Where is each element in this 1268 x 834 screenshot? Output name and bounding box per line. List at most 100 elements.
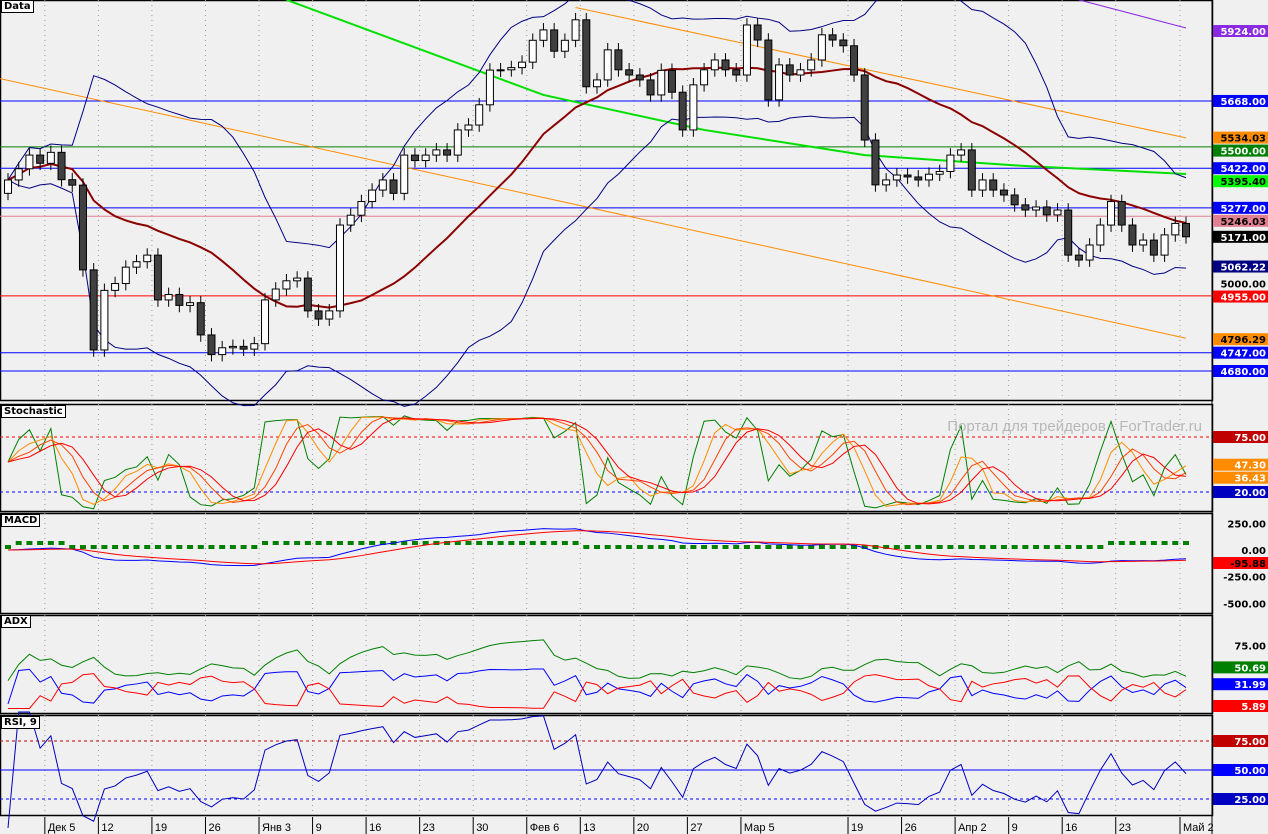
macd-histogram-bar <box>1140 541 1147 545</box>
candle-body <box>860 74 869 141</box>
macd-histogram-bar <box>1033 545 1040 549</box>
macd-histogram-bar <box>540 541 547 545</box>
candle-body <box>89 269 98 351</box>
price-label-bg <box>1213 230 1268 243</box>
candle-body <box>807 59 816 71</box>
candle-body <box>946 154 955 172</box>
candle-body <box>325 310 334 320</box>
price-label: 5395.40 <box>1220 177 1266 188</box>
candle-body <box>796 69 805 76</box>
panel-stoch <box>0 403 1214 513</box>
candle-body <box>228 345 237 349</box>
macd-value: -95.88 <box>1230 559 1266 570</box>
candle-body <box>582 19 591 88</box>
macd-histogram-bar <box>379 541 386 545</box>
macd-histogram-bar <box>979 545 986 549</box>
macd-histogram-bar <box>690 545 697 549</box>
macd-histogram-bar <box>1172 541 1179 545</box>
adx-value-bg <box>1213 700 1268 712</box>
macd-histogram-bar <box>454 541 461 545</box>
x-tick-label: Мар 5 <box>744 822 775 834</box>
x-tick-label: 19 <box>851 822 863 834</box>
price-label-bg <box>1213 175 1268 188</box>
candle-body <box>914 176 923 181</box>
minus-di-line <box>8 673 1187 709</box>
x-tick-label: 23 <box>1119 822 1131 834</box>
panel-label-macd: MACD <box>1 514 41 527</box>
candle-body <box>218 347 227 356</box>
macd-histogram-bar <box>476 541 483 545</box>
rsi-value: 75.00 <box>1234 737 1266 748</box>
price-label-bg <box>1213 333 1268 346</box>
macd-histogram-bar <box>990 545 997 549</box>
candle-body <box>1160 234 1169 256</box>
candle-body <box>453 129 462 156</box>
macd-histogram-bar <box>465 541 472 545</box>
macd-histogram-bar <box>765 545 772 549</box>
macd-histogram-bar <box>401 541 408 545</box>
macd-histogram-bar <box>701 545 708 549</box>
candle-body <box>335 224 344 312</box>
macd-histogram-bar <box>208 545 215 549</box>
price-label-bg <box>1213 290 1268 303</box>
macd-histogram-bar <box>283 541 290 545</box>
macd-histogram-bar <box>1118 541 1125 545</box>
candle-body <box>989 179 998 191</box>
rsi-value: 25.00 <box>1234 795 1266 806</box>
macd-histogram-bar <box>197 545 204 549</box>
candle-body <box>68 179 77 186</box>
trendline <box>0 78 1187 339</box>
adx-value-bg <box>1213 678 1268 691</box>
bollinger-lower <box>7 115 1187 407</box>
macd-histogram-bar <box>861 545 868 549</box>
macd-histogram-bar <box>958 545 965 549</box>
macd-histogram-bar <box>594 545 600 549</box>
candle-body <box>1085 244 1094 261</box>
candle-body <box>871 139 880 186</box>
candle-body <box>550 29 559 52</box>
candle-body <box>100 289 109 351</box>
candle-body <box>1074 254 1083 261</box>
macd-histogram-bar <box>294 541 301 545</box>
candle-body <box>293 277 302 282</box>
candle-body <box>271 288 280 301</box>
candle-body <box>903 174 912 178</box>
rsi-line <box>7 711 1187 829</box>
macd-histogram-bar <box>26 541 33 545</box>
macd-histogram-bar <box>240 545 247 549</box>
macd-histogram-bar <box>551 541 558 545</box>
candle-body <box>1128 224 1137 246</box>
candle-body <box>1096 224 1105 246</box>
macd-histogram-bar <box>1011 545 1018 549</box>
adx-value: 5.89 <box>1241 702 1266 713</box>
trendline <box>1078 0 1187 29</box>
bollinger-upper <box>7 0 1187 249</box>
macd-histogram-bar <box>1097 545 1104 549</box>
candle-body <box>935 170 944 175</box>
candle-body <box>957 149 966 156</box>
macd-histogram-bar <box>583 545 590 549</box>
x-tick-label: 26 <box>905 822 917 834</box>
stoch-slow-line <box>7 417 1187 505</box>
macd-histogram-bar <box>561 541 568 545</box>
macd-histogram-bar <box>336 541 343 545</box>
candle-body <box>1010 194 1019 206</box>
macd-histogram-bar <box>422 541 429 545</box>
macd-signal-line <box>7 530 1187 565</box>
macd-axis-tick: 250.00 <box>1227 519 1266 530</box>
watermark: Портал для трейдеров - ForTrader.ru <box>947 418 1202 435</box>
macd-histogram-bar <box>840 545 847 549</box>
macd-histogram-bar <box>808 545 815 549</box>
price-label-bg <box>1213 346 1268 359</box>
candle-body <box>839 39 848 47</box>
rsi-value-bg <box>1213 764 1268 776</box>
candle-body <box>1182 222 1190 238</box>
candle-body <box>1064 209 1073 256</box>
candle-body <box>924 173 933 181</box>
x-tick-label: 19 <box>155 822 167 834</box>
stoch-value: 47.30 <box>1234 461 1266 472</box>
adx-line <box>7 639 1187 681</box>
macd-histogram-bar <box>112 545 119 549</box>
